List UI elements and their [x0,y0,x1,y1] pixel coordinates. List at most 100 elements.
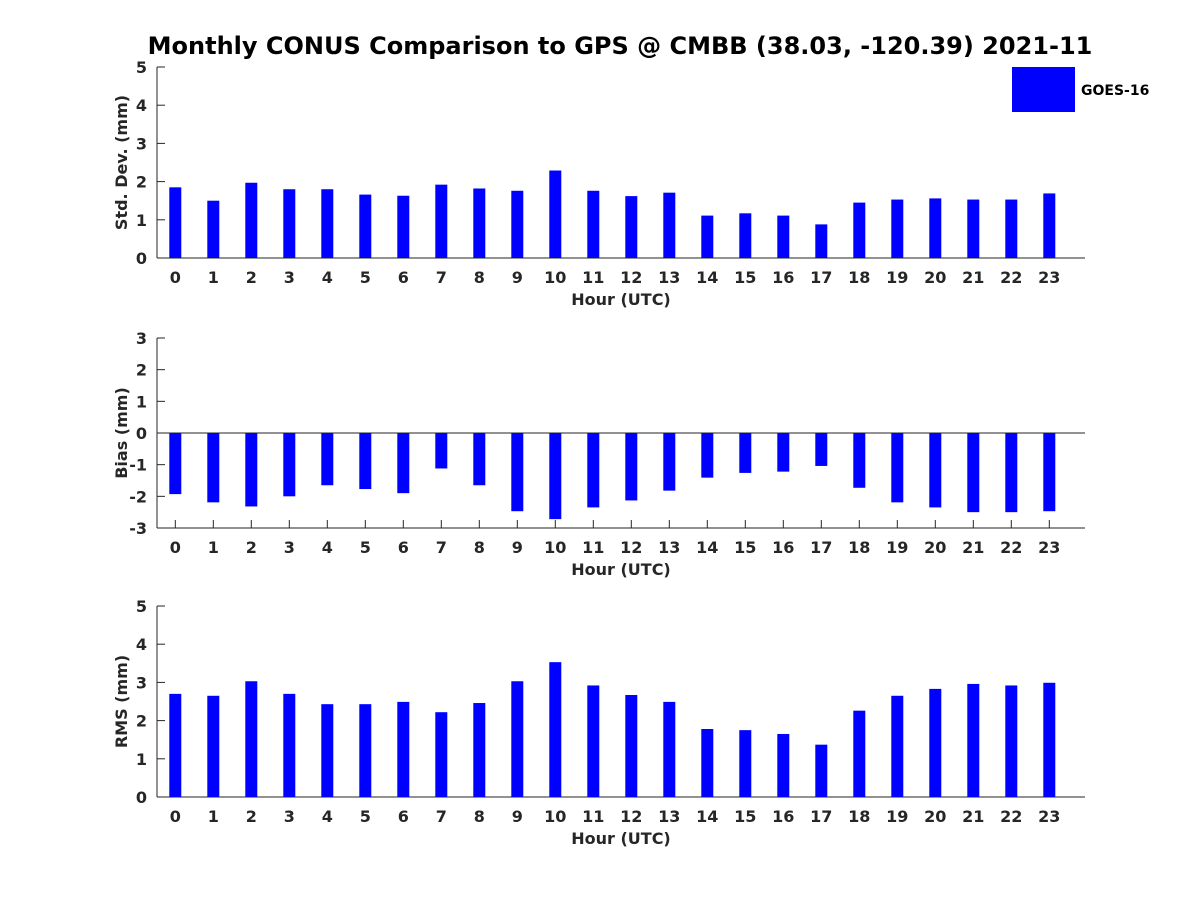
x-tick-label: 11 [582,538,604,557]
bar-hour-12 [625,433,638,501]
bar-hour-23 [1043,682,1056,797]
bar-hour-7 [435,184,448,258]
bar-hour-15 [739,433,752,473]
bar-hour-6 [397,195,410,258]
bar-hour-19 [891,695,904,797]
x-tick-label: 0 [170,268,181,287]
bar-hour-18 [853,202,866,258]
y-tick-label: 5 [136,597,147,616]
x-tick-label: 0 [170,807,181,826]
x-tick-label: 17 [810,538,832,557]
x-tick-label: 12 [620,538,642,557]
x-tick-label: 6 [398,538,409,557]
bar-hour-4 [321,433,334,486]
bar-hour-22 [1005,433,1018,513]
bar-hour-11 [587,685,600,797]
x-tick-label: 1 [208,538,219,557]
y-tick-label: 0 [136,249,147,268]
y-tick-label: 1 [136,750,147,769]
x-tick-label: 20 [924,268,946,287]
bar-hour-1 [207,695,220,797]
x-tick-label: 10 [544,807,566,826]
bar-hour-5 [359,433,372,490]
x-tick-label: 23 [1038,268,1060,287]
bar-hour-20 [929,198,942,258]
bar-hour-5 [359,704,372,797]
bar-hour-19 [891,199,904,258]
y-axis-label: Bias (mm) [112,387,131,479]
bar-hour-3 [283,693,296,797]
x-tick-label: 18 [848,807,870,826]
x-tick-label: 11 [582,268,604,287]
bar-hour-0 [169,693,182,797]
x-tick-label: 15 [734,538,756,557]
bar-hour-10 [549,433,562,520]
x-tick-label: 2 [246,538,257,557]
bar-hour-10 [549,662,562,797]
y-tick-label: -1 [129,456,147,475]
x-tick-label: 23 [1038,807,1060,826]
y-tick-label: 2 [136,361,147,380]
x-tick-label: 4 [322,807,333,826]
x-tick-label: 8 [474,538,485,557]
bar-hour-16 [777,733,790,797]
bar-hour-14 [701,433,714,478]
bar-hour-15 [739,213,752,258]
bar-hour-16 [777,433,790,472]
bar-hour-11 [587,433,600,508]
y-axis-label: Std. Dev. (mm) [112,95,131,230]
x-tick-label: 5 [360,268,371,287]
x-tick-label: 13 [658,268,680,287]
bar-hour-12 [625,196,638,258]
x-tick-label: 16 [772,268,794,287]
x-tick-label: 13 [658,807,680,826]
x-tick-label: 18 [848,268,870,287]
x-tick-label: 3 [284,538,295,557]
x-tick-label: 6 [398,807,409,826]
y-tick-label: 1 [136,211,147,230]
x-tick-label: 23 [1038,538,1060,557]
x-tick-label: 21 [962,538,984,557]
y-axis-label: RMS (mm) [112,655,131,748]
bar-hour-21 [967,683,980,797]
bar-hour-8 [473,703,486,797]
x-tick-label: 5 [360,538,371,557]
bar-hour-13 [663,192,676,258]
x-tick-label: 12 [620,268,642,287]
y-tick-label: 2 [136,173,147,192]
x-axis-label: Hour (UTC) [571,829,671,848]
x-tick-label: 22 [1000,538,1022,557]
x-tick-label: 15 [734,268,756,287]
x-tick-label: 17 [810,268,832,287]
y-tick-label: 1 [136,392,147,411]
y-tick-label: 5 [136,58,147,77]
bar-hour-7 [435,712,448,797]
bar-hour-20 [929,433,942,508]
x-tick-label: 22 [1000,807,1022,826]
x-tick-label: 5 [360,807,371,826]
x-tick-label: 14 [696,268,718,287]
bar-hour-17 [815,433,828,466]
bar-hour-4 [321,189,334,258]
x-tick-label: 4 [322,538,333,557]
bar-hour-13 [663,433,676,491]
x-tick-label: 9 [512,807,523,826]
bar-hour-6 [397,433,410,494]
bar-hour-17 [815,744,828,797]
y-tick-label: 3 [136,329,147,348]
y-tick-label: 4 [136,96,147,115]
bar-hour-0 [169,187,182,258]
bar-hour-21 [967,199,980,258]
x-tick-label: 10 [544,268,566,287]
x-tick-label: 2 [246,807,257,826]
x-tick-label: 2 [246,268,257,287]
bar-hour-9 [511,681,524,797]
bar-hour-8 [473,188,486,258]
chart-title: Monthly CONUS Comparison to GPS @ CMBB (… [148,32,1093,60]
bar-hour-2 [245,182,258,258]
bar-hour-14 [701,729,714,797]
y-tick-label: -2 [129,487,147,506]
